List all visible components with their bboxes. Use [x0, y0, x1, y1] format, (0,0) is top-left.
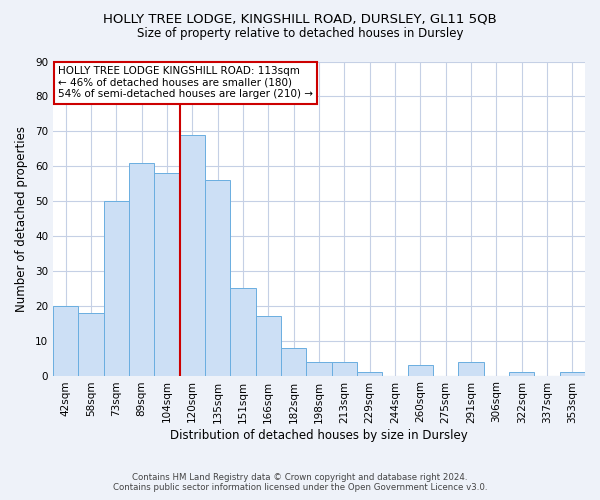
Bar	[458, 362, 484, 376]
Bar	[407, 365, 433, 376]
Bar	[357, 372, 382, 376]
Text: Contains HM Land Registry data © Crown copyright and database right 2024.
Contai: Contains HM Land Registry data © Crown c…	[113, 473, 487, 492]
Text: HOLLY TREE LODGE, KINGSHILL ROAD, DURSLEY, GL11 5QB: HOLLY TREE LODGE, KINGSHILL ROAD, DURSLE…	[103, 12, 497, 26]
X-axis label: Distribution of detached houses by size in Dursley: Distribution of detached houses by size …	[170, 430, 468, 442]
Bar	[256, 316, 281, 376]
Bar	[154, 173, 179, 376]
Bar	[560, 372, 585, 376]
Bar	[205, 180, 230, 376]
Bar	[306, 362, 332, 376]
Bar	[53, 306, 78, 376]
Text: HOLLY TREE LODGE KINGSHILL ROAD: 113sqm
← 46% of detached houses are smaller (18: HOLLY TREE LODGE KINGSHILL ROAD: 113sqm …	[58, 66, 313, 100]
Bar	[230, 288, 256, 376]
Bar	[509, 372, 535, 376]
Bar	[104, 201, 129, 376]
Bar	[78, 313, 104, 376]
Bar	[179, 135, 205, 376]
Bar	[281, 348, 306, 376]
Bar	[332, 362, 357, 376]
Text: Size of property relative to detached houses in Dursley: Size of property relative to detached ho…	[137, 28, 463, 40]
Y-axis label: Number of detached properties: Number of detached properties	[15, 126, 28, 312]
Bar	[129, 162, 154, 376]
